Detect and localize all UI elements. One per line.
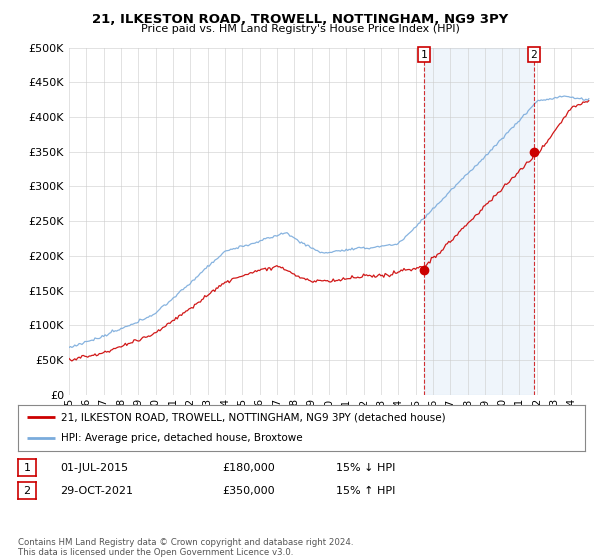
Text: £350,000: £350,000 xyxy=(222,486,275,496)
Text: 2: 2 xyxy=(530,49,537,59)
Text: HPI: Average price, detached house, Broxtowe: HPI: Average price, detached house, Brox… xyxy=(61,433,302,444)
Text: 21, ILKESTON ROAD, TROWELL, NOTTINGHAM, NG9 3PY (detached house): 21, ILKESTON ROAD, TROWELL, NOTTINGHAM, … xyxy=(61,412,445,422)
Text: 21, ILKESTON ROAD, TROWELL, NOTTINGHAM, NG9 3PY: 21, ILKESTON ROAD, TROWELL, NOTTINGHAM, … xyxy=(92,13,508,26)
Text: £180,000: £180,000 xyxy=(222,463,275,473)
Text: Price paid vs. HM Land Registry's House Price Index (HPI): Price paid vs. HM Land Registry's House … xyxy=(140,24,460,34)
Text: 29-OCT-2021: 29-OCT-2021 xyxy=(60,486,133,496)
Text: 15% ↓ HPI: 15% ↓ HPI xyxy=(336,463,395,473)
Text: 01-JUL-2015: 01-JUL-2015 xyxy=(60,463,128,473)
Text: 1: 1 xyxy=(421,49,428,59)
Text: 15% ↑ HPI: 15% ↑ HPI xyxy=(336,486,395,496)
Text: 1: 1 xyxy=(23,463,31,473)
Text: Contains HM Land Registry data © Crown copyright and database right 2024.
This d: Contains HM Land Registry data © Crown c… xyxy=(18,538,353,557)
Text: 2: 2 xyxy=(23,486,31,496)
Bar xyxy=(424,48,534,395)
